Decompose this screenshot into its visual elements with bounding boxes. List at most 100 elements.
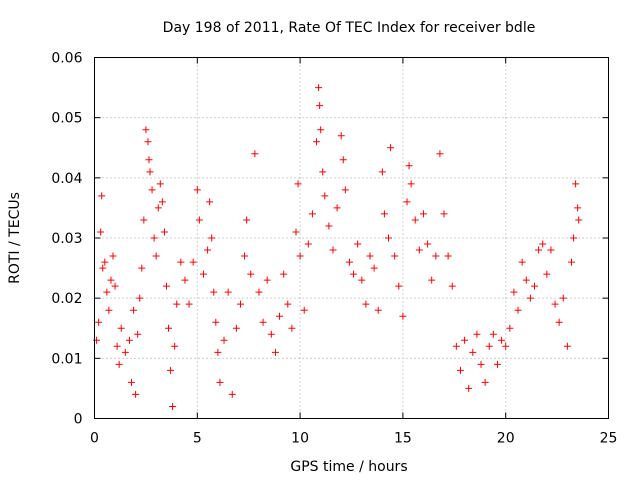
axis-ticks [94, 57, 609, 419]
data-point [415, 246, 423, 254]
data-point [370, 264, 378, 272]
data-point [241, 252, 249, 260]
data-point [199, 270, 207, 278]
data-point [292, 228, 300, 236]
data-point [232, 324, 240, 332]
data-point [522, 276, 530, 284]
data-point [407, 180, 415, 188]
data-point [333, 204, 341, 212]
data-point [399, 312, 407, 320]
data-point [559, 294, 567, 302]
data-point [419, 210, 427, 218]
data-point [276, 312, 284, 320]
data-point [308, 210, 316, 218]
data-point [385, 234, 393, 242]
x-axis-label: GPS time / hours [290, 459, 407, 475]
data-point [547, 246, 555, 254]
x-tick-label: 0 [90, 431, 99, 447]
data-point [440, 210, 448, 218]
data-point [136, 294, 144, 302]
data-point [130, 306, 138, 314]
data-point [325, 222, 333, 230]
data-point [300, 306, 308, 314]
data-point [493, 360, 501, 368]
y-tick-label: 0.02 [51, 291, 82, 307]
data-point [214, 348, 222, 356]
data-point [140, 216, 148, 224]
data-point [506, 324, 514, 332]
x-tick-label: 20 [497, 431, 515, 447]
data-point [280, 270, 288, 278]
data-point [103, 288, 111, 296]
data-point [210, 288, 218, 296]
data-point [448, 282, 456, 290]
data-point [374, 306, 382, 314]
data-point [432, 252, 440, 260]
data-point [403, 198, 411, 206]
data-point [316, 102, 324, 110]
data-point [444, 252, 452, 260]
data-point [160, 228, 168, 236]
x-tick-labels: 0 5 10 15 20 25 [90, 431, 617, 447]
data-point [132, 390, 140, 398]
data-point [212, 318, 220, 326]
data-point [350, 270, 358, 278]
y-tick-labels: 0 0.01 0.02 0.03 0.04 0.05 0.06 [51, 51, 82, 428]
data-point [387, 144, 395, 152]
data-point [150, 234, 158, 242]
data-point [267, 330, 275, 338]
data-point [574, 204, 582, 212]
data-point [518, 258, 526, 266]
data-point [526, 294, 534, 302]
data-point [563, 342, 571, 350]
data-point [144, 138, 152, 146]
data-point [105, 306, 113, 314]
data-point [575, 216, 583, 224]
data-point [177, 258, 185, 266]
data-point [570, 234, 578, 242]
data-point [481, 378, 489, 386]
data-point [185, 300, 193, 308]
data-point [452, 342, 460, 350]
data-point [189, 258, 197, 266]
data-point [436, 150, 444, 158]
data-point [567, 258, 575, 266]
data-point [251, 150, 259, 158]
data-point [354, 240, 362, 248]
data-point [148, 186, 156, 194]
data-point [142, 126, 150, 134]
data-point [411, 216, 419, 224]
y-tick-label: 0 [74, 412, 83, 428]
data-point [543, 270, 551, 278]
data-point [502, 342, 510, 350]
data-point [228, 390, 236, 398]
data-point [158, 198, 166, 206]
data-point [329, 246, 337, 254]
data-point [378, 168, 386, 176]
data-points [93, 84, 583, 410]
data-point [469, 348, 477, 356]
x-tick-label: 15 [394, 431, 412, 447]
y-tick-label: 0.05 [51, 111, 82, 127]
data-point [473, 330, 481, 338]
data-point [128, 378, 136, 386]
data-point [115, 360, 123, 368]
data-point [288, 324, 296, 332]
data-point [117, 324, 125, 332]
data-point [339, 156, 347, 164]
data-point [224, 288, 232, 296]
x-tick-label: 10 [291, 431, 309, 447]
data-point [341, 186, 349, 194]
data-point [95, 318, 103, 326]
data-point [555, 318, 563, 326]
data-point [337, 132, 345, 140]
data-point [263, 276, 271, 284]
y-tick-label: 0.01 [51, 351, 82, 367]
data-point [362, 300, 370, 308]
chart-title: Day 198 of 2011, Rate Of TEC Index for r… [163, 20, 536, 36]
data-point [99, 264, 107, 272]
data-point [514, 306, 522, 314]
data-point [169, 402, 177, 410]
data-point [313, 138, 321, 146]
data-point [395, 282, 403, 290]
